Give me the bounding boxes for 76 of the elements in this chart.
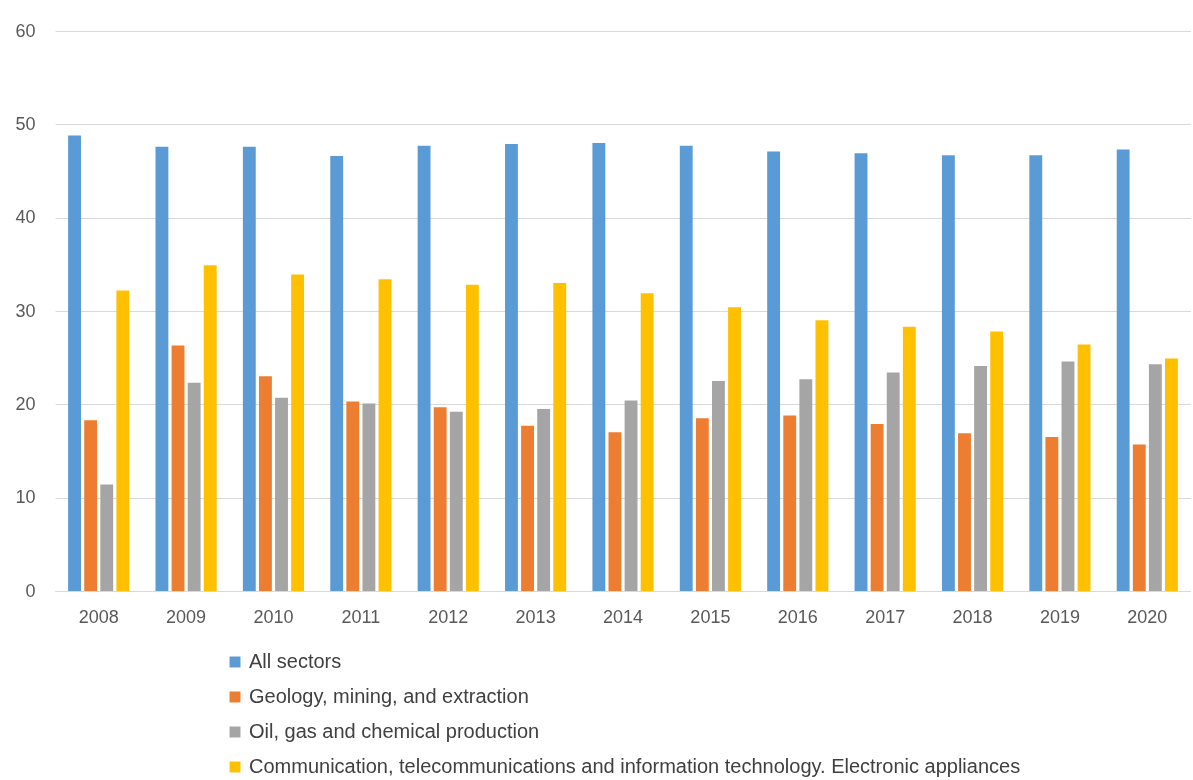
bar xyxy=(1045,437,1059,591)
bar xyxy=(1148,364,1162,591)
bar xyxy=(886,372,900,591)
bar xyxy=(187,382,201,591)
legend-label: Communication, telecommunications and information technology. Electronic appliances xyxy=(249,755,1021,777)
bar xyxy=(171,345,185,591)
bar xyxy=(505,143,518,591)
bar xyxy=(1165,358,1178,591)
bar xyxy=(449,411,463,591)
bar xyxy=(242,146,256,591)
x-tick-label: 2009 xyxy=(166,606,207,627)
bar xyxy=(378,279,392,591)
y-tick-label: 0 xyxy=(25,580,36,601)
bar xyxy=(695,418,709,591)
x-tick-label: 2012 xyxy=(428,606,469,627)
bar xyxy=(68,135,81,591)
bar xyxy=(958,433,971,591)
bar xyxy=(767,151,781,591)
bar xyxy=(799,379,813,591)
x-tick-label: 2018 xyxy=(952,606,993,627)
bar xyxy=(815,320,829,591)
y-tick-label: 10 xyxy=(15,487,36,508)
bar xyxy=(346,401,360,591)
bar xyxy=(1061,361,1075,591)
bar xyxy=(870,423,884,591)
x-tick-label: 2017 xyxy=(865,606,906,627)
x-tick-label: 2008 xyxy=(78,606,119,627)
x-tick-label: 2015 xyxy=(690,606,731,627)
x-tick-label: 2020 xyxy=(1127,606,1168,627)
bar xyxy=(1029,155,1043,591)
legend-label: All sectors xyxy=(249,650,342,672)
x-tick-label: 2010 xyxy=(253,606,294,627)
legend-label: Geology, mining, and extraction xyxy=(249,685,529,707)
bar xyxy=(521,425,535,591)
bar xyxy=(100,484,114,591)
bar xyxy=(854,153,868,591)
bar xyxy=(974,366,988,591)
y-tick-label: 50 xyxy=(15,113,36,134)
bar xyxy=(640,293,654,591)
bar xyxy=(624,400,638,591)
legend-label: Oil, gas and chemical production xyxy=(249,720,540,742)
bar xyxy=(990,331,1004,591)
bar xyxy=(728,307,741,591)
bar xyxy=(275,397,288,591)
bar xyxy=(941,155,955,591)
bar xyxy=(679,145,693,591)
y-tick-label: 60 xyxy=(15,20,36,41)
bar xyxy=(783,415,797,591)
bar xyxy=(116,290,130,591)
bar xyxy=(711,381,725,591)
x-tick-label: 2016 xyxy=(777,606,818,627)
bar xyxy=(433,407,447,591)
bar xyxy=(291,274,305,591)
bar xyxy=(330,156,344,591)
bar xyxy=(362,403,376,591)
x-tick-label: 2013 xyxy=(515,606,556,627)
y-tick-label: 40 xyxy=(15,207,36,228)
bar xyxy=(902,326,916,591)
y-tick-label: 20 xyxy=(15,393,36,414)
bar xyxy=(1132,444,1146,591)
x-tick-label: 2011 xyxy=(341,606,381,627)
bar xyxy=(155,146,169,591)
bar xyxy=(608,432,622,591)
x-tick-label: 2014 xyxy=(602,606,644,627)
bar xyxy=(553,283,567,591)
bar xyxy=(258,376,272,591)
bar xyxy=(1077,344,1091,591)
bar xyxy=(465,284,479,591)
bar xyxy=(1116,149,1130,591)
bar xyxy=(417,145,431,591)
bar xyxy=(84,420,98,591)
bar xyxy=(203,265,217,591)
y-tick-label: 30 xyxy=(15,300,36,321)
bar xyxy=(537,409,551,591)
x-tick-label: 2019 xyxy=(1039,606,1080,627)
bar xyxy=(592,143,606,591)
